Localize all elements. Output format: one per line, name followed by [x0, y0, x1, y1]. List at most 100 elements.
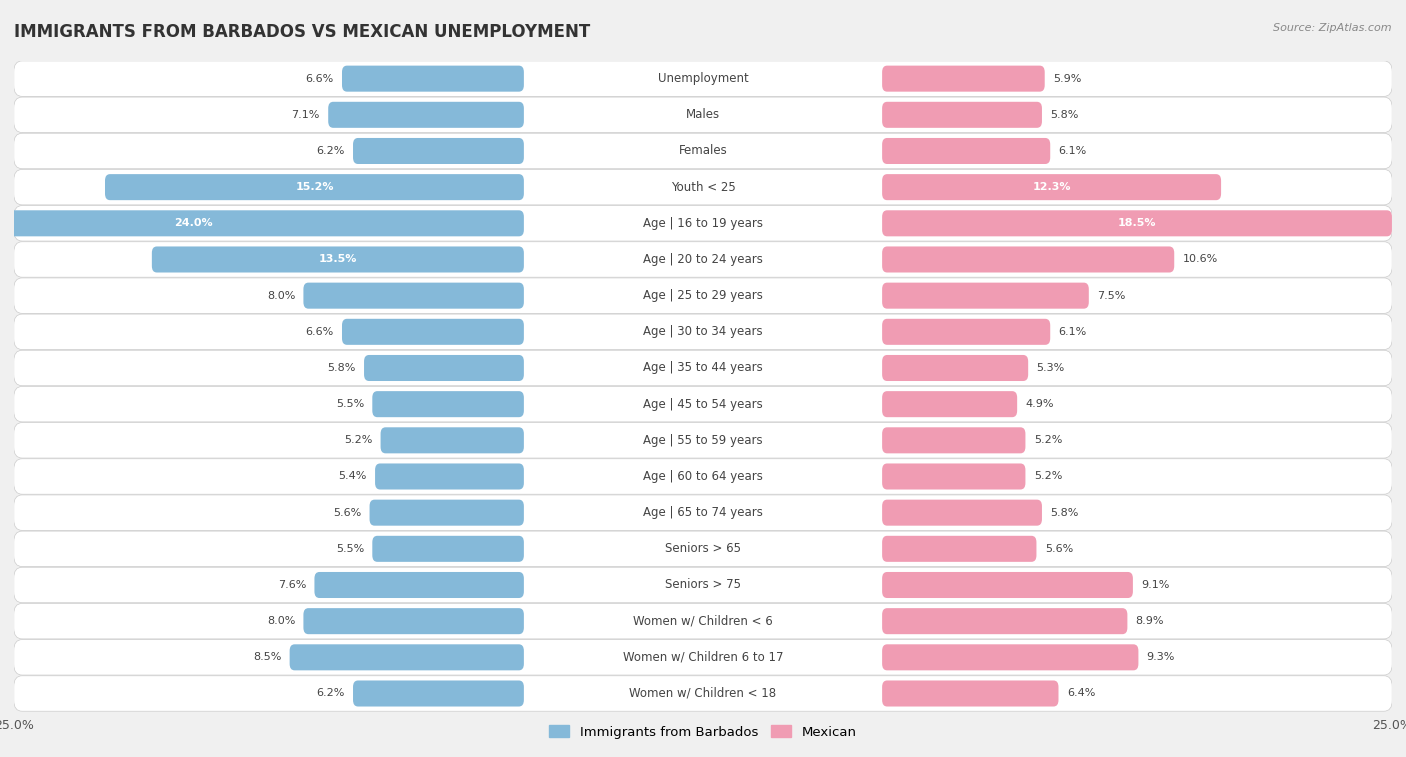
FancyBboxPatch shape [15, 604, 1391, 638]
FancyBboxPatch shape [364, 355, 524, 381]
FancyBboxPatch shape [0, 210, 524, 236]
FancyBboxPatch shape [14, 278, 1392, 313]
FancyBboxPatch shape [342, 66, 524, 92]
FancyBboxPatch shape [14, 133, 1392, 169]
Text: Age | 65 to 74 years: Age | 65 to 74 years [643, 506, 763, 519]
Text: 4.9%: 4.9% [1025, 399, 1054, 409]
Text: 6.6%: 6.6% [305, 73, 333, 83]
Text: 8.0%: 8.0% [267, 291, 295, 301]
FancyBboxPatch shape [882, 282, 1088, 309]
Text: Women w/ Children < 6: Women w/ Children < 6 [633, 615, 773, 628]
FancyBboxPatch shape [882, 427, 1025, 453]
FancyBboxPatch shape [14, 97, 1392, 132]
Text: 5.9%: 5.9% [1053, 73, 1081, 83]
FancyBboxPatch shape [15, 207, 1391, 240]
Text: Age | 16 to 19 years: Age | 16 to 19 years [643, 217, 763, 230]
FancyBboxPatch shape [375, 463, 524, 490]
Text: 18.5%: 18.5% [1118, 218, 1156, 229]
FancyBboxPatch shape [882, 536, 1036, 562]
FancyBboxPatch shape [882, 101, 1042, 128]
FancyBboxPatch shape [15, 568, 1391, 602]
FancyBboxPatch shape [14, 61, 1392, 96]
Text: 10.6%: 10.6% [1182, 254, 1218, 264]
Text: Males: Males [686, 108, 720, 121]
Text: 12.3%: 12.3% [1032, 182, 1071, 192]
FancyBboxPatch shape [882, 247, 1174, 273]
Text: 6.1%: 6.1% [1059, 146, 1087, 156]
Text: Age | 55 to 59 years: Age | 55 to 59 years [643, 434, 763, 447]
Text: Unemployment: Unemployment [658, 72, 748, 85]
FancyBboxPatch shape [882, 66, 1045, 92]
FancyBboxPatch shape [290, 644, 524, 671]
FancyBboxPatch shape [14, 531, 1392, 566]
Text: 7.1%: 7.1% [291, 110, 321, 120]
FancyBboxPatch shape [373, 391, 524, 417]
FancyBboxPatch shape [353, 138, 524, 164]
Text: 5.8%: 5.8% [1050, 508, 1078, 518]
Text: 5.2%: 5.2% [344, 435, 373, 445]
FancyBboxPatch shape [882, 572, 1133, 598]
FancyBboxPatch shape [304, 608, 524, 634]
FancyBboxPatch shape [882, 463, 1025, 490]
Text: Seniors > 75: Seniors > 75 [665, 578, 741, 591]
Legend: Immigrants from Barbados, Mexican: Immigrants from Barbados, Mexican [544, 720, 862, 744]
Text: 6.1%: 6.1% [1059, 327, 1087, 337]
FancyBboxPatch shape [14, 314, 1392, 350]
Text: 5.6%: 5.6% [333, 508, 361, 518]
Text: 5.2%: 5.2% [1033, 472, 1062, 481]
Text: 9.1%: 9.1% [1142, 580, 1170, 590]
FancyBboxPatch shape [15, 134, 1391, 168]
Text: Age | 35 to 44 years: Age | 35 to 44 years [643, 362, 763, 375]
FancyBboxPatch shape [14, 567, 1392, 603]
Text: 24.0%: 24.0% [174, 218, 212, 229]
FancyBboxPatch shape [15, 279, 1391, 313]
FancyBboxPatch shape [342, 319, 524, 345]
FancyBboxPatch shape [882, 644, 1139, 671]
Text: Females: Females [679, 145, 727, 157]
Text: IMMIGRANTS FROM BARBADOS VS MEXICAN UNEMPLOYMENT: IMMIGRANTS FROM BARBADOS VS MEXICAN UNEM… [14, 23, 591, 41]
Text: Age | 20 to 24 years: Age | 20 to 24 years [643, 253, 763, 266]
FancyBboxPatch shape [15, 242, 1391, 276]
Text: Women w/ Children 6 to 17: Women w/ Children 6 to 17 [623, 651, 783, 664]
FancyBboxPatch shape [14, 206, 1392, 241]
Text: 5.4%: 5.4% [339, 472, 367, 481]
FancyBboxPatch shape [14, 603, 1392, 639]
FancyBboxPatch shape [315, 572, 524, 598]
Text: 5.8%: 5.8% [328, 363, 356, 373]
Text: Age | 25 to 29 years: Age | 25 to 29 years [643, 289, 763, 302]
FancyBboxPatch shape [882, 138, 1050, 164]
FancyBboxPatch shape [15, 170, 1391, 204]
Text: Women w/ Children < 18: Women w/ Children < 18 [630, 687, 776, 700]
FancyBboxPatch shape [14, 350, 1392, 386]
FancyBboxPatch shape [15, 423, 1391, 457]
Text: 6.6%: 6.6% [305, 327, 333, 337]
FancyBboxPatch shape [373, 536, 524, 562]
FancyBboxPatch shape [15, 315, 1391, 349]
FancyBboxPatch shape [882, 681, 1059, 706]
Text: 8.9%: 8.9% [1136, 616, 1164, 626]
Text: 5.8%: 5.8% [1050, 110, 1078, 120]
FancyBboxPatch shape [882, 319, 1050, 345]
Text: 5.6%: 5.6% [1045, 544, 1073, 554]
Text: 9.3%: 9.3% [1147, 653, 1175, 662]
FancyBboxPatch shape [15, 351, 1391, 385]
FancyBboxPatch shape [15, 98, 1391, 132]
Text: 6.2%: 6.2% [316, 146, 344, 156]
FancyBboxPatch shape [14, 459, 1392, 494]
Text: Age | 60 to 64 years: Age | 60 to 64 years [643, 470, 763, 483]
FancyBboxPatch shape [152, 247, 524, 273]
Text: 5.5%: 5.5% [336, 544, 364, 554]
FancyBboxPatch shape [328, 101, 524, 128]
FancyBboxPatch shape [882, 355, 1028, 381]
FancyBboxPatch shape [14, 170, 1392, 205]
Text: 8.0%: 8.0% [267, 616, 295, 626]
FancyBboxPatch shape [15, 496, 1391, 530]
FancyBboxPatch shape [14, 676, 1392, 712]
FancyBboxPatch shape [14, 640, 1392, 675]
FancyBboxPatch shape [14, 386, 1392, 422]
FancyBboxPatch shape [15, 677, 1391, 711]
FancyBboxPatch shape [882, 608, 1128, 634]
FancyBboxPatch shape [370, 500, 524, 525]
Text: 6.4%: 6.4% [1067, 689, 1095, 699]
FancyBboxPatch shape [882, 391, 1017, 417]
